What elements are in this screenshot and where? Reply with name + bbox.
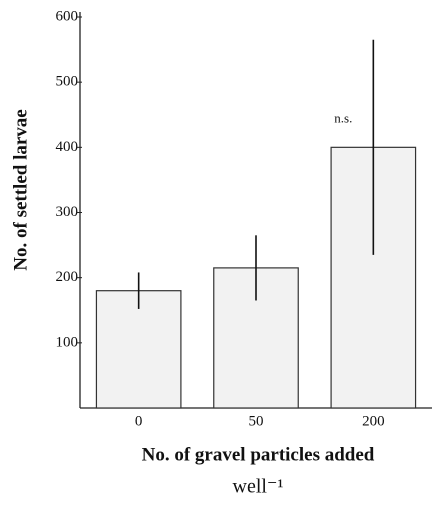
y-tick-label: 200	[56, 269, 79, 285]
annotation: n.s.	[334, 110, 352, 125]
y-tick-label: 300	[56, 204, 79, 220]
y-tick-label: 500	[56, 74, 79, 90]
x-tick-label: 50	[249, 413, 264, 429]
x-tick-label: 0	[135, 413, 143, 429]
x-axis-label: No. of gravel particles added	[142, 444, 375, 465]
bar	[330, 146, 417, 409]
x-axis-label: well⁻¹	[233, 476, 284, 498]
y-tick-label: 600	[56, 8, 79, 24]
y-tick-label: 400	[56, 139, 79, 155]
x-tick-label: 200	[362, 413, 385, 429]
y-axis-label: No. of settled larvae	[10, 109, 31, 270]
y-tick-label: 100	[56, 334, 79, 350]
bar	[95, 290, 182, 409]
